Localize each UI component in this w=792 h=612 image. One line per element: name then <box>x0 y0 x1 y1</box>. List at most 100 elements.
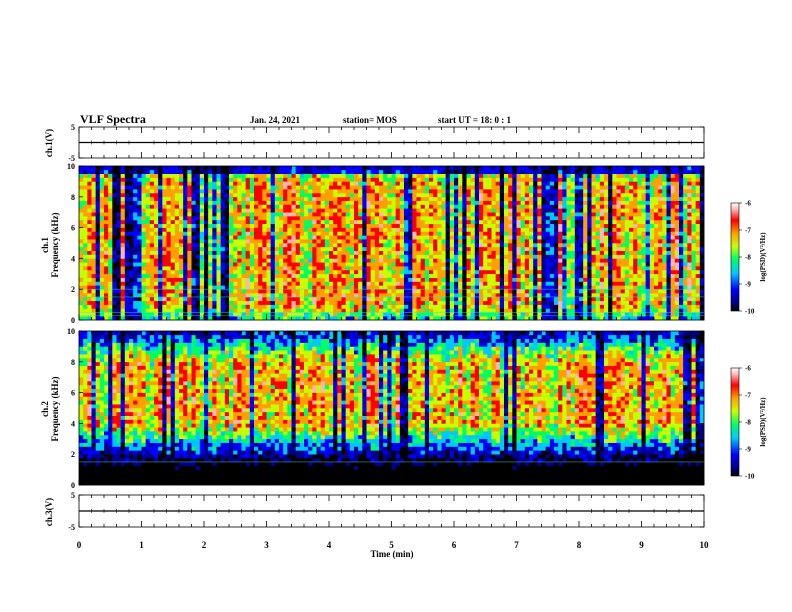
spectrogram-cell <box>341 223 346 228</box>
spectrogram-cell <box>399 273 405 278</box>
spectrogram-cell <box>87 189 92 194</box>
spectrogram-cell <box>129 308 134 313</box>
spectrogram-cell <box>433 266 438 271</box>
spectrogram-cell <box>420 239 426 244</box>
spectrogram-cell <box>112 254 117 259</box>
spectrogram-cell <box>395 273 401 278</box>
spectrogram-cell <box>158 231 163 236</box>
spectrogram-cell <box>516 212 521 217</box>
spectrogram-cell <box>204 169 209 174</box>
spectrogram-cell <box>524 281 530 286</box>
spectrogram-cell <box>458 250 463 255</box>
spectrogram-cell <box>179 300 184 305</box>
spectrogram-cell <box>79 235 84 240</box>
spectrogram-cell <box>408 208 413 213</box>
spectrogram-cell <box>449 289 455 294</box>
spectrogram-cell <box>220 208 226 213</box>
spectrogram-cell <box>537 300 542 305</box>
spectrogram-cell <box>237 277 242 282</box>
spectrogram-cell <box>329 289 334 294</box>
spectrogram-cell <box>358 219 363 225</box>
spectrogram-cell <box>295 246 301 251</box>
spectrogram-cell <box>537 212 542 217</box>
spectrogram-cell <box>445 269 451 275</box>
spectrogram-cell <box>229 235 234 240</box>
spectrogram-cell <box>479 196 484 201</box>
spectrogram-cell <box>179 304 184 309</box>
spectrogram-cell <box>199 192 205 198</box>
spectrogram-cell <box>558 196 563 201</box>
spectrogram-cell <box>237 208 242 213</box>
spectrogram-cell <box>483 189 488 194</box>
spectrogram-cell <box>299 281 305 286</box>
spectrogram-cell <box>533 304 538 309</box>
spectrogram-cell <box>420 204 426 209</box>
spectrogram-cell <box>529 239 534 244</box>
spectrogram-cell <box>416 177 421 182</box>
spectrogram-cell <box>174 266 180 271</box>
spectrogram-cell <box>499 293 505 298</box>
spectrogram-cell <box>395 262 401 267</box>
spectrogram-cell <box>424 269 430 275</box>
spectrogram-cell <box>533 262 538 267</box>
spectrogram-cell <box>391 296 396 302</box>
spectrogram-cell <box>287 169 292 174</box>
spectrogram-cell <box>429 239 434 244</box>
spectrogram-cell <box>224 181 230 186</box>
spectrogram-cell <box>349 246 355 251</box>
spectrogram-cell <box>183 281 188 286</box>
spectrogram-cell <box>162 304 167 309</box>
spectrogram-cell <box>116 281 121 286</box>
spectrogram-cell <box>295 181 301 186</box>
spectrogram-cell <box>199 181 205 186</box>
spectrogram-cell <box>141 166 146 171</box>
spectrogram-cell <box>445 266 451 271</box>
spectrogram-cell <box>174 273 180 278</box>
spectrogram-cell <box>362 308 367 313</box>
spectrogram-cell <box>91 223 96 228</box>
spectrogram-cell <box>579 235 584 240</box>
spectrogram-cell <box>424 289 430 294</box>
spectrogram-cell <box>370 296 376 302</box>
spectrogram-cell <box>299 273 305 278</box>
spectrogram-cell <box>329 166 334 171</box>
spectrogram-cell <box>191 277 196 282</box>
spectrogram-cell <box>87 169 92 174</box>
spectrogram-cell <box>108 173 113 178</box>
spectrogram-cell <box>224 219 230 225</box>
spectrogram-cell <box>312 166 317 171</box>
spectrogram-cell <box>579 312 584 317</box>
spectrogram-cell <box>274 239 280 244</box>
spectrogram-cell <box>349 262 355 267</box>
spectrogram-cell <box>208 219 213 225</box>
spectrogram-cell <box>270 219 276 225</box>
spectrogram-cell <box>108 277 113 282</box>
spectrogram-cell <box>566 277 571 282</box>
spectrogram-cell <box>508 316 513 321</box>
spectrogram-cell <box>370 250 376 255</box>
spectrogram-cell <box>570 266 576 271</box>
spectrogram-cell <box>337 246 342 251</box>
spectrogram-cell <box>558 289 563 294</box>
spectrogram-cell <box>195 277 201 282</box>
spectrogram-cell <box>458 285 463 290</box>
spectrogram-cell <box>241 185 246 190</box>
spectrogram-cell <box>287 243 292 248</box>
spectrogram-cell <box>466 208 471 213</box>
spectrogram-cell <box>212 185 217 190</box>
spectrogram-cell <box>554 289 559 294</box>
spectrogram-cell <box>274 277 280 282</box>
spectrogram-cell <box>170 285 176 290</box>
spectrogram-cell <box>454 216 459 221</box>
spectrogram-cell <box>149 235 155 240</box>
spectrogram-cell <box>308 177 313 182</box>
spectrogram-cell <box>533 173 538 178</box>
spectrogram-cell <box>262 269 267 275</box>
spectrogram-cell <box>337 212 342 217</box>
spectrogram-cell <box>254 312 259 317</box>
spectrogram-cell <box>149 277 155 282</box>
spectrogram-cell <box>149 223 155 228</box>
spectrogram-cell <box>524 269 530 275</box>
spectrogram-cell <box>391 196 396 201</box>
spectrogram-cell <box>166 289 171 294</box>
